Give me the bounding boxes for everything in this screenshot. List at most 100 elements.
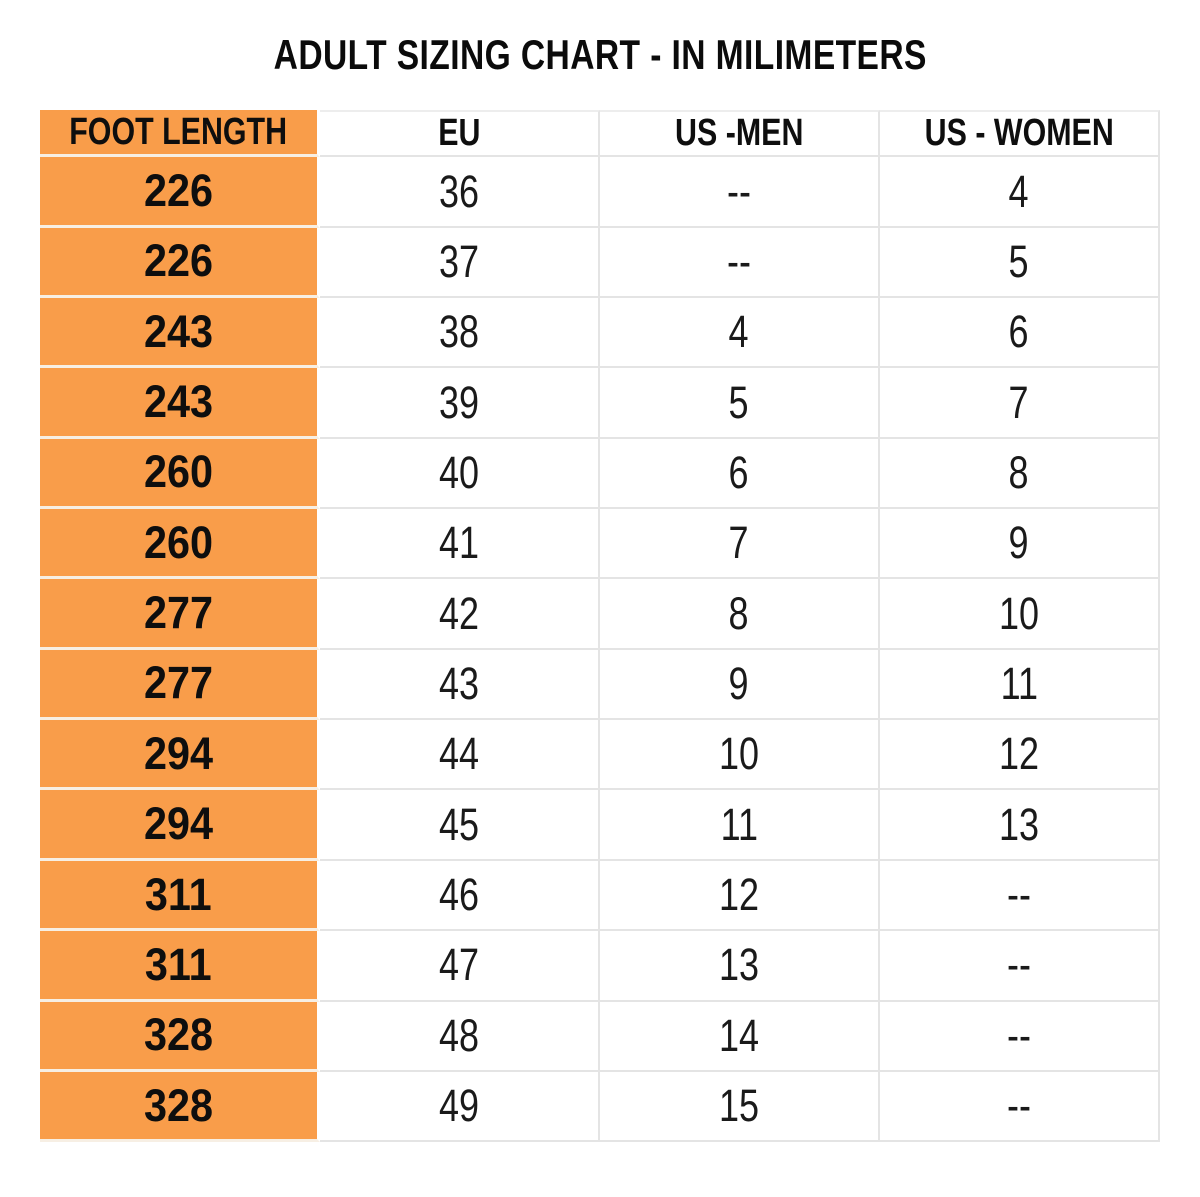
table-cell-foot-length: 311 [40, 860, 320, 932]
table-cell-foot-length: 277 [40, 579, 320, 650]
table-row: 260 41 7 9 [40, 509, 1160, 580]
table-cell-us-men: 7 [600, 509, 880, 580]
cell-value: 260 [143, 516, 214, 568]
table-cell-us-men: -- [600, 157, 880, 228]
cell-value: 11 [720, 798, 758, 850]
table-cell-us-men: 11 [600, 790, 880, 861]
cell-value: 328 [143, 1009, 214, 1061]
cell-value: 40 [438, 446, 480, 498]
table-row: 328 49 15 -- [40, 1071, 1160, 1143]
table-cell-us-women: -- [880, 860, 1160, 932]
table-cell-us-women: 4 [880, 157, 1160, 228]
cell-value: 243 [143, 376, 214, 428]
table-cell-us-men: 5 [600, 368, 880, 439]
table-cell-eu: 47 [320, 931, 600, 1002]
cell-value: 9 [728, 657, 750, 709]
table-cell-us-men: -- [600, 227, 880, 299]
table-cell-us-women: -- [880, 1001, 1160, 1072]
header-cell-us-women: US - WOMEN [880, 110, 1160, 158]
table-cell-foot-length: 260 [40, 509, 320, 580]
cell-value: 4 [1008, 165, 1030, 217]
table-cell-eu: 43 [320, 649, 600, 721]
table-cell-foot-length: 277 [40, 649, 320, 721]
table-cell-eu: 39 [320, 368, 600, 439]
table-cell-eu: 38 [320, 298, 600, 369]
cell-value: 243 [143, 305, 214, 357]
table-row: 328 48 14 -- [40, 1001, 1160, 1072]
table-cell-us-women: 8 [880, 438, 1160, 510]
table-cell-us-men: 12 [600, 860, 880, 932]
cell-value: -- [726, 235, 751, 287]
cell-value: 37 [438, 235, 480, 287]
cell-value: 49 [438, 1080, 480, 1132]
table-cell-foot-length: 294 [40, 720, 320, 791]
table-cell-eu: 49 [320, 1071, 600, 1143]
table-cell-eu: 36 [320, 157, 600, 228]
table-row: 311 47 13 -- [40, 931, 1160, 1002]
cell-value: 277 [143, 587, 214, 639]
table-cell-us-men: 9 [600, 649, 880, 721]
table-cell-eu: 48 [320, 1001, 600, 1072]
header-label: US -MEN [674, 112, 804, 155]
cell-value: -- [726, 165, 751, 217]
cell-value: 11 [1000, 657, 1038, 709]
header-label: US - WOMEN [924, 112, 1114, 155]
table-row: 311 46 12 -- [40, 860, 1160, 932]
cell-value: 5 [1008, 235, 1030, 287]
cell-value: -- [1006, 1009, 1031, 1061]
cell-value: 47 [438, 939, 480, 991]
table-cell-us-women: 7 [880, 368, 1160, 439]
table-cell-foot-length: 328 [40, 1071, 320, 1143]
table-header-row: FOOT LENGTH EU US -MEN US - WOMEN [40, 110, 1160, 158]
table-cell-us-men: 8 [600, 579, 880, 650]
cell-value: 9 [1008, 517, 1030, 569]
cell-value: 8 [1008, 446, 1030, 498]
cell-value: 14 [718, 1009, 760, 1061]
cell-value: 42 [438, 587, 480, 639]
table-row: 277 42 8 10 [40, 579, 1160, 650]
table-row: 243 39 5 7 [40, 368, 1160, 439]
cell-value: 13 [718, 939, 760, 991]
table-cell-us-women: -- [880, 1071, 1160, 1143]
table-cell-us-women: 12 [880, 720, 1160, 791]
table-cell-foot-length: 294 [40, 790, 320, 861]
table-cell-us-women: -- [880, 931, 1160, 1002]
table-cell-us-men: 15 [600, 1071, 880, 1143]
cell-value: -- [1006, 869, 1031, 920]
cell-value: 12 [718, 869, 760, 920]
table-cell-us-women: 10 [880, 579, 1160, 650]
cell-value: 12 [998, 728, 1040, 780]
cell-value: 294 [143, 727, 214, 779]
cell-value: 39 [438, 376, 480, 428]
table-row: 243 38 4 6 [40, 298, 1160, 369]
cell-value: 6 [728, 446, 750, 498]
table-cell-us-women: 11 [880, 649, 1160, 721]
cell-value: 226 [143, 165, 214, 217]
table-cell-us-women: 9 [880, 509, 1160, 580]
cell-value: 41 [438, 517, 480, 569]
table-row: 294 45 11 13 [40, 790, 1160, 861]
header-cell-foot-length: FOOT LENGTH [40, 110, 320, 158]
cell-value: 10 [718, 728, 760, 780]
cell-value: 7 [728, 517, 750, 569]
table-cell-foot-length: 243 [40, 298, 320, 369]
header-cell-eu: EU [320, 110, 600, 158]
table-cell-foot-length: 260 [40, 438, 320, 510]
cell-value: -- [1006, 939, 1031, 991]
table-cell-us-men: 4 [600, 298, 880, 369]
cell-value: 36 [438, 165, 480, 217]
header-label: FOOT LENGTH [69, 110, 288, 153]
table-row: 294 44 10 12 [40, 720, 1160, 791]
table-row: 226 36 -- 4 [40, 157, 1160, 228]
cell-value: 328 [143, 1079, 214, 1131]
table-row: 277 43 9 11 [40, 649, 1160, 721]
header-label: EU [437, 112, 481, 155]
cell-value: 5 [728, 376, 750, 428]
cell-value: 45 [438, 798, 480, 850]
table-cell-us-men: 13 [600, 931, 880, 1002]
cell-value: 226 [143, 235, 214, 287]
cell-value: 46 [438, 869, 480, 920]
table-cell-foot-length: 311 [40, 931, 320, 1002]
table-cell-us-women: 13 [880, 790, 1160, 861]
table-row: 260 40 6 8 [40, 438, 1160, 510]
